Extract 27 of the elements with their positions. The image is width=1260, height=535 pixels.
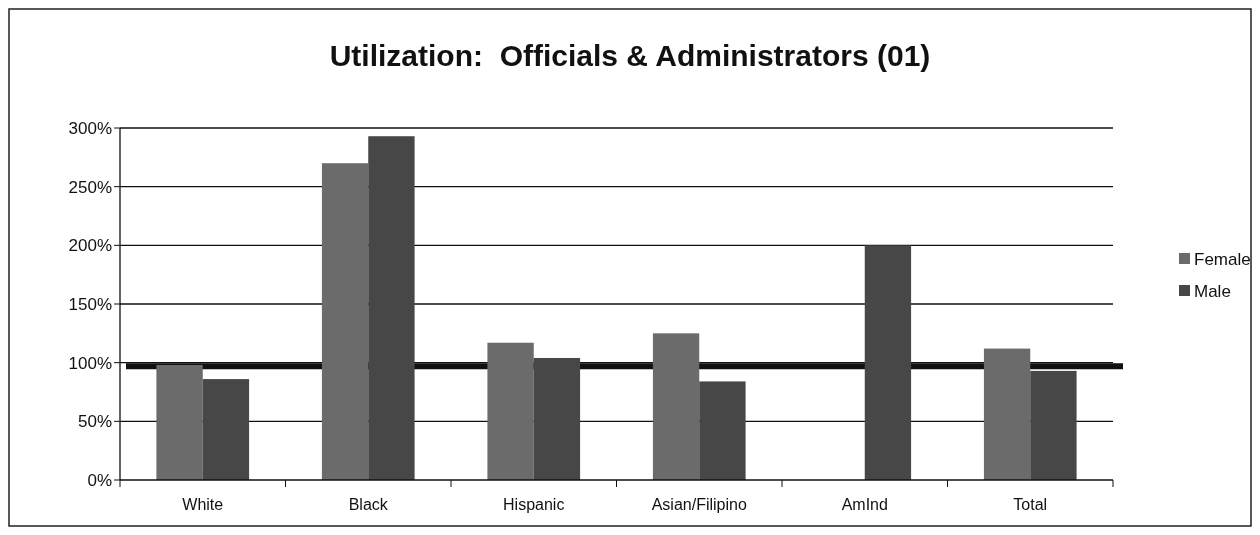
x-tick-label: Asian/Filipino [651, 496, 747, 513]
bar [699, 381, 746, 480]
legend-label: Male [1194, 281, 1231, 301]
bar [487, 342, 534, 480]
y-tick-label: 200% [68, 236, 112, 256]
y-tick-label: 0% [87, 470, 112, 490]
bar [533, 357, 581, 480]
y-tick-label: 300% [68, 118, 112, 138]
legend-label: Female [1194, 249, 1251, 269]
chart-title: Utilization: Officials & Administrators (01) [329, 39, 931, 72]
y-tick-label: 50% [77, 412, 112, 432]
bar [983, 348, 1031, 480]
x-tick-label: Black [348, 496, 389, 513]
x-tick-label: Total [1013, 496, 1048, 513]
bar [864, 245, 912, 480]
bar [652, 333, 700, 480]
x-tick-label: AmInd [841, 496, 888, 513]
y-tick-label: 250% [68, 177, 112, 197]
bar [1030, 370, 1077, 480]
x-tick-label: Hispanic [503, 496, 565, 513]
y-tick-label: 150% [68, 294, 112, 314]
bar [321, 163, 369, 480]
bar [368, 136, 415, 480]
bar [156, 365, 203, 480]
y-tick-label: 100% [68, 353, 112, 373]
x-tick-label: White [182, 496, 224, 513]
bar [202, 379, 250, 480]
